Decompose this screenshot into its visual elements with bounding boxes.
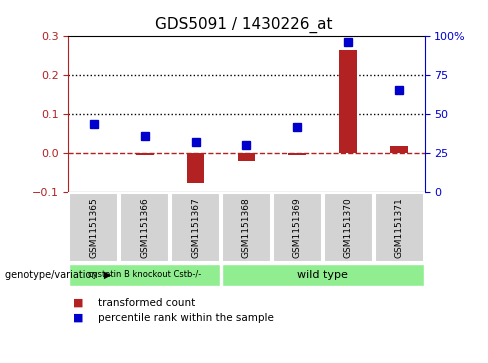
Text: GSM1151366: GSM1151366 [140,197,149,258]
Text: GDS5091 / 1430226_at: GDS5091 / 1430226_at [155,16,333,33]
Bar [288,153,306,155]
Bar [85,152,102,153]
Text: percentile rank within the sample: percentile rank within the sample [98,313,273,323]
Bar [339,50,357,153]
Bar [186,153,204,183]
Bar [238,153,255,161]
Text: cystatin B knockout Cstb-/-: cystatin B knockout Cstb-/- [88,270,201,280]
Text: transformed count: transformed count [98,298,195,308]
Text: GSM1151365: GSM1151365 [89,197,98,258]
Text: ■: ■ [73,313,83,323]
Text: ■: ■ [73,298,83,308]
Text: GSM1151370: GSM1151370 [344,197,353,258]
Text: GSM1151371: GSM1151371 [395,197,404,258]
Text: genotype/variation  ▶: genotype/variation ▶ [5,270,111,280]
Text: GSM1151369: GSM1151369 [293,197,302,258]
Text: GSM1151367: GSM1151367 [191,197,200,258]
Bar [390,146,408,153]
Text: wild type: wild type [297,270,348,280]
Bar [136,153,154,155]
Text: GSM1151368: GSM1151368 [242,197,251,258]
